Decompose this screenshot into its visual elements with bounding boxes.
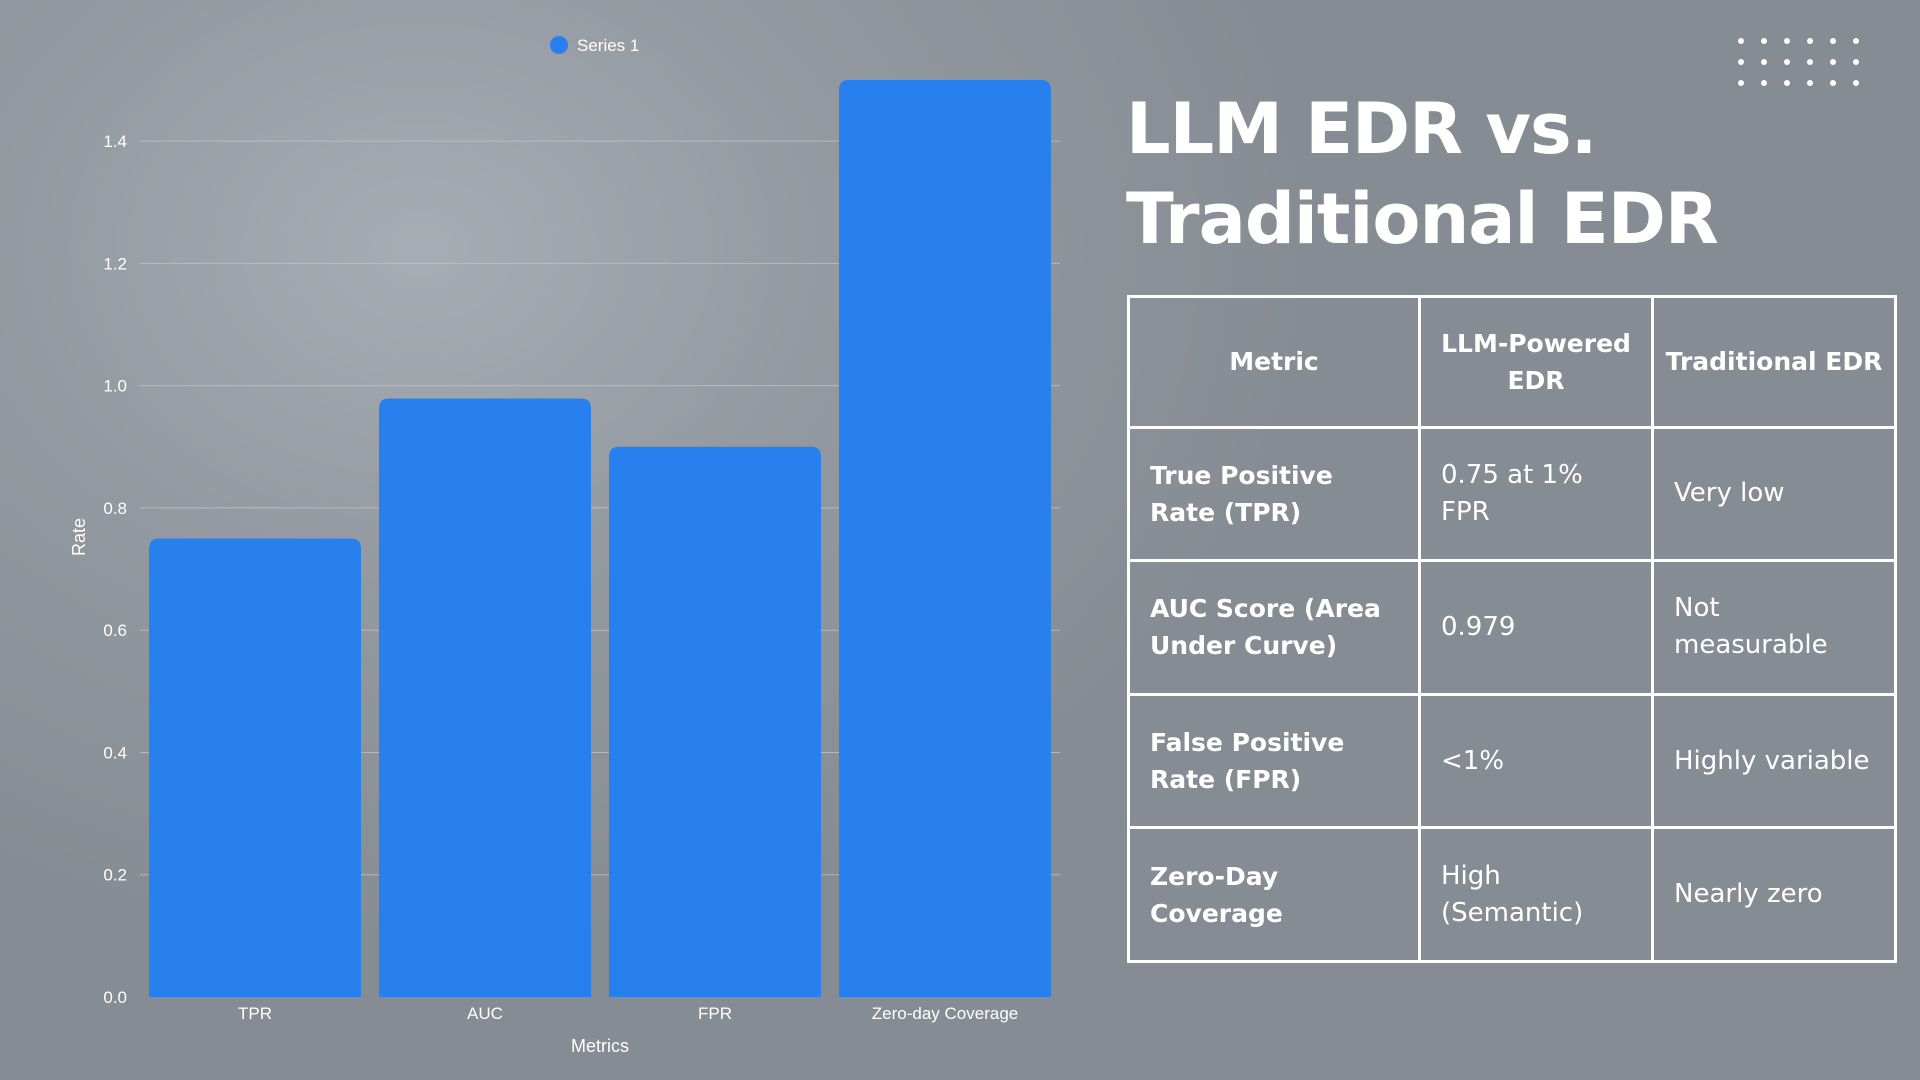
slide-title: LLM EDR vs. Traditional EDR xyxy=(1126,84,1886,264)
bar-zero-day-coverage[interactable] xyxy=(839,80,1051,997)
x-tick-label: Zero-day Coverage xyxy=(872,1004,1018,1023)
y-tick-label: 1.4 xyxy=(103,132,127,151)
y-tick-label: 0.2 xyxy=(103,866,127,885)
y-axis-ticks: 0.0 0.2 0.4 0.6 0.8 1.0 1.2 1.4 xyxy=(103,132,127,1007)
y-axis-title: Rate xyxy=(69,518,89,556)
traditional-value-cell: Not measurable xyxy=(1651,559,1897,696)
comparison-table: Metric LLM-Powered EDR Traditional EDR T… xyxy=(1127,295,1897,963)
header-traditional-edr: Traditional EDR xyxy=(1651,295,1897,429)
legend-series-1-label: Series 1 xyxy=(577,36,639,55)
x-axis-title: Metrics xyxy=(571,1036,629,1056)
y-tick-label: 1.2 xyxy=(103,254,127,273)
header-llm-edr: LLM-Powered EDR xyxy=(1418,295,1654,429)
bar-fpr[interactable] xyxy=(609,446,821,997)
table-row: True Positive Rate (TPR) 0.75 at 1% FPR … xyxy=(1127,425,1897,563)
table-row: Zero-Day Coverage High (Semantic) Nearly… xyxy=(1127,826,1897,963)
llm-value-cell: 0.979 xyxy=(1418,559,1654,696)
traditional-value-cell: Highly variable xyxy=(1651,692,1897,830)
llm-value-cell: <1% xyxy=(1418,692,1654,830)
x-tick-label: FPR xyxy=(698,1004,732,1023)
table-header-row: Metric LLM-Powered EDR Traditional EDR xyxy=(1127,295,1897,429)
bars xyxy=(149,80,1051,998)
llm-value-cell: High (Semantic) xyxy=(1418,826,1654,963)
y-tick-label: 0.8 xyxy=(103,499,127,518)
metric-cell: Zero-Day Coverage xyxy=(1127,826,1421,963)
x-tick-label: TPR xyxy=(238,1004,272,1023)
metric-cell: True Positive Rate (TPR) xyxy=(1127,425,1421,563)
legend-swatch xyxy=(550,36,568,54)
bar-chart: 0.0 0.2 0.4 0.6 0.8 1.0 1.2 1.4 TPR AUC FPR Zero-d… xyxy=(69,36,1060,1056)
y-tick-label: 1.0 xyxy=(103,377,127,396)
header-metric: Metric xyxy=(1127,295,1421,429)
y-tick-label: 0.6 xyxy=(103,621,127,640)
bar-tpr[interactable] xyxy=(149,538,361,998)
title-line-1: LLM EDR vs. xyxy=(1126,88,1597,170)
legend[interactable]: Series 1 xyxy=(550,36,639,55)
x-tick-label: AUC xyxy=(467,1004,503,1023)
y-tick-label: 0.4 xyxy=(103,743,127,762)
traditional-value-cell: Very low xyxy=(1651,425,1897,563)
y-tick-label: 0.0 xyxy=(103,988,127,1007)
traditional-value-cell: Nearly zero xyxy=(1651,826,1897,963)
bar-auc[interactable] xyxy=(379,398,591,998)
metric-cell: AUC Score (Area Under Curve) xyxy=(1127,559,1421,696)
llm-value-cell: 0.75 at 1% FPR xyxy=(1418,425,1654,563)
table-row: AUC Score (Area Under Curve) 0.979 Not m… xyxy=(1127,559,1897,696)
decorative-dots xyxy=(1738,38,1860,86)
table-row: False Positive Rate (FPR) <1% Highly var… xyxy=(1127,692,1897,830)
title-line-2: Traditional EDR xyxy=(1126,178,1719,260)
x-axis-ticks: TPR AUC FPR Zero-day Coverage xyxy=(238,1004,1018,1023)
metric-cell: False Positive Rate (FPR) xyxy=(1127,692,1421,830)
